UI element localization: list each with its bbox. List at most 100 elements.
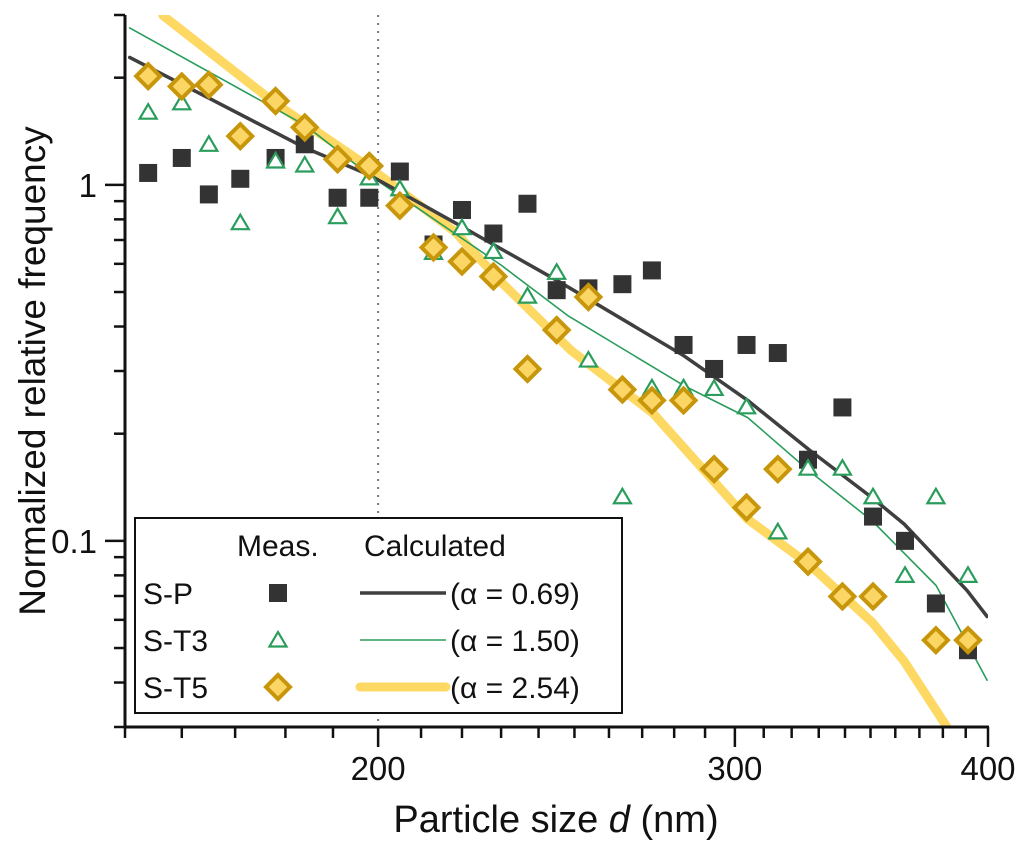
data-point-s-t5 (953, 625, 983, 656)
data-point-s-p (864, 507, 883, 526)
data-point-s-t3 (198, 134, 220, 152)
legend-fit-label: (α = 1.50) (450, 625, 580, 658)
data-point-s-t3 (327, 206, 349, 225)
data-point-s-t5 (512, 354, 543, 384)
data-point-s-t5 (133, 61, 163, 91)
data-point-s-t3 (294, 154, 316, 173)
data-point-s-p (139, 163, 158, 182)
data-point-s-p (231, 169, 250, 188)
data-point-s-t3 (767, 521, 789, 540)
data-point-s-t5 (225, 121, 256, 152)
data-point-s-t5 (668, 385, 699, 416)
data-point-s-t5 (418, 232, 449, 263)
data-point-s-p (452, 200, 471, 219)
data-point-s-t3 (546, 262, 568, 280)
data-point-s-t5 (858, 581, 888, 612)
data-point-s-p (518, 194, 537, 213)
data-point-s-t3 (451, 217, 473, 236)
legend-series-label: S-T5 (143, 672, 208, 705)
legend-series-label: S-P (143, 578, 193, 611)
data-point-s-p (295, 135, 314, 154)
x-tick-label: 200 (351, 750, 406, 787)
data-point-s-t5 (793, 546, 823, 577)
y-axis-title: Normalized relative frequency (12, 126, 53, 616)
data-point-s-t5 (607, 374, 638, 405)
data-point-s-p (172, 148, 191, 167)
data-point-s-p (484, 224, 503, 243)
data-point-s-t3 (831, 458, 853, 476)
data-point-s-t3 (578, 349, 599, 368)
legend-row-s-t5: S-T5 (α = 2.54) (143, 672, 580, 705)
data-point-s-t5 (260, 86, 291, 116)
data-point-s-t5 (447, 246, 477, 277)
x-axis-title-variable: d (609, 799, 632, 841)
legend-marker-triangle (267, 629, 289, 648)
legend-header-measured: Meas. (237, 530, 319, 563)
data-point-s-t5 (478, 261, 509, 292)
data-point-s-p (674, 335, 693, 354)
legend-row-s-t3: S-T3 (α = 1.50) (143, 625, 580, 658)
data-point-s-t5 (166, 71, 197, 102)
legend-row-s-p: S-P (α = 0.69) (143, 578, 580, 611)
data-point-s-t3 (736, 396, 757, 415)
data-point-s-t3 (862, 486, 884, 505)
data-point-s-t5 (289, 112, 320, 143)
data-point-s-p (896, 531, 915, 550)
data-point-s-p (360, 188, 379, 207)
legend: Meas. Calculated S-P (α = 0.69) S-T3 (α = 1… (134, 517, 623, 714)
data-point-s-t5 (637, 385, 667, 416)
data-point-s-t3 (482, 241, 504, 260)
data-point-s-p (642, 261, 661, 280)
x-tick-label: 300 (707, 750, 762, 787)
data-point-s-p (390, 162, 409, 181)
x-tick-label: 400 (960, 750, 1015, 787)
data-point-s-p (613, 275, 632, 294)
data-point-s-t5 (541, 315, 572, 345)
data-point-s-t5 (731, 492, 762, 523)
data-markers (133, 61, 983, 660)
data-point-s-t3 (517, 285, 538, 304)
data-point-s-t3 (703, 378, 725, 397)
data-point-s-t3 (137, 102, 159, 120)
data-point-s-t3 (957, 565, 979, 583)
x-axis-title: Particle size d (nm) (393, 799, 718, 841)
y-tick-label: 0.1 (51, 523, 97, 560)
data-point-s-p (833, 398, 852, 417)
x-axis-title-unit: (nm) (630, 799, 719, 841)
data-point-s-t3 (265, 150, 287, 169)
data-point-s-t3 (925, 486, 947, 505)
data-point-s-p (328, 188, 347, 207)
data-point-s-p (547, 281, 566, 300)
fit-curve-s-t5 (158, 15, 953, 727)
legend-fit-label: (α = 0.69) (450, 578, 580, 611)
data-point-s-p (199, 185, 218, 204)
data-point-s-t5 (322, 144, 353, 175)
data-point-s-t5 (385, 190, 415, 221)
axes: 200 300 400 1 0.1 (51, 13, 1016, 787)
data-point-s-t3 (171, 92, 193, 111)
data-point-s-t5 (573, 282, 604, 312)
legend-marker-square (269, 584, 287, 602)
data-point-s-p (768, 344, 787, 363)
data-point-s-t5 (354, 151, 385, 181)
data-point-s-p (926, 594, 945, 613)
data-point-s-t5 (921, 625, 951, 656)
legend-marker-diamond (263, 672, 293, 702)
data-point-s-t3 (797, 458, 819, 476)
legend-header-calculated: Calculated (364, 530, 506, 563)
data-point-s-t5 (827, 581, 858, 612)
y-tick-label: 1 (79, 167, 97, 204)
legend-series-label: S-T3 (143, 625, 208, 658)
data-point-s-t3 (611, 486, 633, 505)
data-point-s-p (705, 359, 724, 378)
data-point-s-t3 (229, 212, 251, 231)
legend-box (134, 517, 623, 714)
data-point-s-t5 (194, 69, 224, 100)
data-point-s-t5 (762, 454, 793, 484)
data-point-s-t3 (894, 565, 916, 583)
x-axis-title-prefix: Particle size (393, 799, 608, 841)
data-point-s-p (737, 335, 756, 354)
legend-fit-label: (α = 2.54) (450, 672, 580, 705)
data-point-s-t5 (699, 454, 729, 484)
